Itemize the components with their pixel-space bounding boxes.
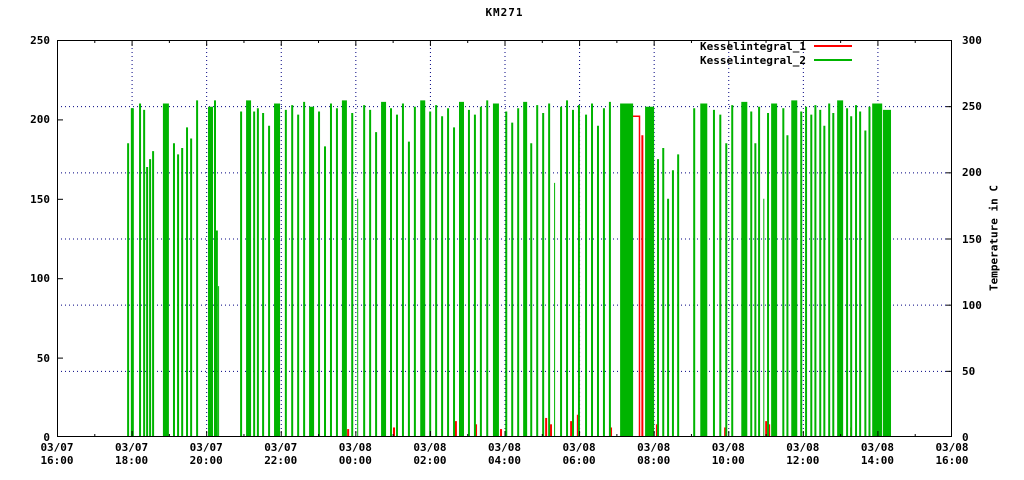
legend-entry: Kesselintegral_1	[700, 39, 852, 53]
y-right-tick-label: 150	[962, 232, 982, 246]
y-right-tick-label: 0	[962, 431, 969, 444]
x-tick-date: 03/08	[413, 441, 447, 454]
chart-title: KM271	[485, 6, 524, 19]
y-right-tick-label: 100	[962, 298, 982, 312]
legend-label: Kesselintegral_1	[700, 39, 806, 53]
y-left-tick-label: 50	[36, 351, 50, 365]
y-left-tick-label: 0	[43, 431, 50, 444]
plot-area	[57, 40, 952, 437]
x-tick-label: 03/07 18:00	[104, 441, 160, 467]
x-tick-time: 00:00	[338, 454, 372, 467]
x-tick-time: 22:00	[264, 454, 298, 467]
x-tick-date: 03/08	[637, 441, 671, 454]
x-tick-time: 16:00	[935, 454, 969, 467]
right-axis-title: Temperature in C	[987, 185, 1001, 292]
x-tick-time: 14:00	[860, 454, 894, 467]
x-tick-label: 03/07 20:00	[178, 441, 234, 467]
x-tick-date: 03/08	[711, 441, 745, 454]
x-tick-time: 06:00	[562, 454, 596, 467]
legend-label: Kesselintegral_2	[700, 53, 806, 67]
x-tick-date: 03/08	[338, 441, 372, 454]
x-tick-time: 18:00	[115, 454, 149, 467]
y-left-tick-label: 150	[30, 192, 50, 206]
y-left-tick-label: 100	[30, 272, 50, 286]
y-right-tick-label: 250	[962, 100, 982, 114]
y-left-tick-label: 200	[30, 113, 50, 127]
x-tick-label: 03/08 16:00	[924, 441, 980, 467]
x-tick-time: 10:00	[711, 454, 745, 467]
x-tick-time: 02:00	[413, 454, 447, 467]
x-tick-time: 08:00	[637, 454, 671, 467]
x-tick-label: 03/08 10:00	[700, 441, 756, 467]
x-tick-label: 03/08 04:00	[477, 441, 533, 467]
x-tick-time: 12:00	[786, 454, 820, 467]
x-tick-label: 03/07 22:00	[253, 441, 309, 467]
x-tick-label: 03/07 16:00	[29, 441, 85, 467]
x-tick-label: 03/08 14:00	[849, 441, 905, 467]
x-tick-label: 03/08 06:00	[551, 441, 607, 467]
legend-entry: Kesselintegral_2	[700, 53, 852, 67]
x-tick-time: 20:00	[189, 454, 223, 467]
x-tick-date: 03/08	[935, 441, 969, 454]
x-tick-time: 16:00	[40, 454, 74, 467]
x-tick-date: 03/08	[860, 441, 894, 454]
x-tick-date: 03/08	[786, 441, 820, 454]
legend: Kesselintegral_1 Kesselintegral_2	[700, 39, 852, 67]
x-tick-label: 03/08 12:00	[775, 441, 831, 467]
legend-line-sample	[813, 45, 852, 47]
x-tick-date: 03/07	[115, 441, 149, 454]
y-right-tick-label: 50	[962, 364, 976, 378]
x-tick-date: 03/07	[189, 441, 223, 454]
x-tick-date: 03/08	[562, 441, 596, 454]
x-tick-date: 03/07	[264, 441, 298, 454]
x-tick-label: 03/08 08:00	[626, 441, 682, 467]
x-tick-time: 04:00	[487, 454, 522, 467]
x-tick-date: 03/08	[487, 441, 522, 454]
x-tick-label: 03/08 00:00	[327, 441, 383, 467]
y-right-tick-label: 200	[962, 166, 982, 180]
x-tick-label: 03/08 02:00	[402, 441, 458, 467]
y-left-tick-label: 250	[30, 34, 50, 47]
legend-line-sample	[813, 59, 852, 61]
y-right-tick-label: 300	[962, 34, 982, 47]
x-tick-date: 03/07	[40, 441, 74, 454]
